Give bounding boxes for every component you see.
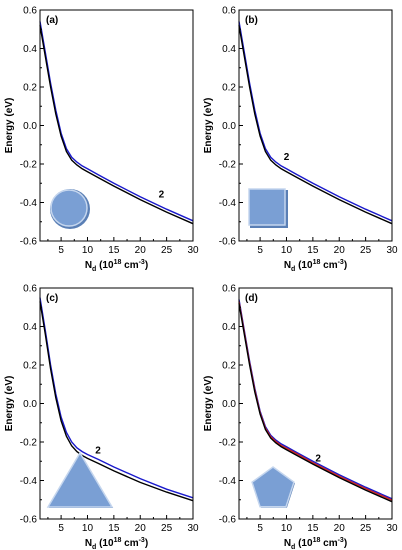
x-tick-label: 5 [257,245,263,256]
panel-label: (a) [46,15,58,26]
pentagon-shape-face [251,466,295,508]
triangle-shape-face [46,451,114,508]
series-line-1 [39,297,194,499]
series-line-3 [238,303,393,503]
x-axis-label: Nd (1018 cm-3) [284,537,347,550]
panel-label: (d) [245,293,258,304]
y-tick-label: 0.4 [23,322,37,333]
y-tick-label: -0.2 [20,160,38,171]
y-tick-label: 0.2 [222,83,236,94]
y-tick-label: 0.4 [23,44,37,55]
y-axis-label: Energy (eV) [4,376,15,432]
series-line-1 [39,21,194,222]
x-tick-label: 20 [334,523,346,534]
panel-1: 5 10 15 20 25 30 -0.6 -0.4 -0.2 0.0 0.2 0.4 0.6 Energ… [4,6,199,274]
x-tick-label: 10 [82,523,94,534]
panel-label: (c) [46,293,58,304]
series-line-2 [39,25,194,225]
x-tick-label: 5 [257,523,263,534]
x-axis-label: Nd (1018 cm-3) [85,537,148,550]
panel-label: (b) [245,15,258,26]
y-tick-label: 0.2 [23,361,37,372]
series-line-1 [238,21,393,222]
y-axis-label: Energy (eV) [203,376,214,432]
x-tick-label: 25 [161,245,173,256]
y-tick-label: 0.0 [23,121,37,132]
x-axis-label: Nd (1018 cm-3) [284,259,347,273]
y-tick-label: 0.0 [222,399,236,410]
y-tick-label: -0.2 [219,438,237,449]
x-tick-label: 15 [108,245,120,256]
y-tick-label: 0.0 [222,121,236,132]
y-tick-label: 0.2 [222,361,236,372]
y-tick-label: -0.6 [20,515,38,526]
square-shape-face [248,188,286,226]
x-tick-label: 10 [281,523,293,534]
y-tick-label: -0.6 [20,237,38,248]
x-tick-label: 5 [58,245,64,256]
y-tick-label: -0.2 [219,160,237,171]
panel-4: 5 10 15 20 25 30 -0.6 -0.4 -0.2 0.0 0.2 0.4 0.6 Energ… [203,284,398,550]
x-tick-label: 30 [187,523,199,534]
x-tick-label: 15 [307,523,319,534]
curve-label: 2 [315,453,321,464]
curve-label: 2 [284,152,290,163]
x-tick-label: 30 [386,523,398,534]
y-tick-label: 0.6 [23,284,37,295]
y-tick-label: -0.4 [20,476,38,487]
series-line-2 [238,301,393,501]
y-axis-label: Energy (eV) [203,98,214,154]
x-tick-label: 20 [135,523,147,534]
x-tick-label: 20 [135,245,147,256]
y-tick-label: -0.4 [219,198,237,209]
y-tick-label: 0.6 [222,6,236,17]
y-tick-label: 0.2 [23,83,37,94]
y-tick-label: 0.0 [23,399,37,410]
x-tick-label: 10 [281,245,293,256]
series-line-1 [238,299,393,500]
x-tick-label: 15 [307,245,319,256]
y-tick-label: -0.6 [219,237,237,248]
curve-label: 2 [159,190,165,201]
x-tick-label: 30 [386,245,398,256]
y-axis-label: Energy (eV) [4,98,15,154]
x-tick-label: 25 [360,245,372,256]
curve-label: 2 [95,446,101,457]
x-tick-label: 10 [82,245,94,256]
y-tick-label: 0.6 [222,284,236,295]
series-line-2 [238,25,393,225]
panel-2: 5 10 15 20 25 30 -0.6 -0.4 -0.2 0.0 0.2 0.4 0.6 Energ… [203,6,398,274]
panel-3: 5 10 15 20 25 30 -0.6 -0.4 -0.2 0.0 0.2 0.4 0.6 Energ… [4,284,199,550]
x-tick-label: 25 [360,523,372,534]
y-tick-label: 0.4 [222,322,236,333]
x-tick-label: 5 [58,523,64,534]
x-tick-label: 15 [108,523,120,534]
circle-shape-face [50,189,88,227]
x-tick-label: 25 [161,523,173,534]
y-tick-label: -0.4 [219,476,237,487]
y-tick-label: 0.4 [222,44,236,55]
x-tick-label: 20 [334,245,346,256]
x-tick-label: 30 [187,245,199,256]
y-tick-label: 0.6 [23,6,37,17]
series-line-2 [39,301,194,502]
y-tick-label: -0.4 [20,198,38,209]
y-tick-label: -0.6 [219,515,237,526]
x-axis-label: Nd (1018 cm-3) [85,259,148,273]
y-tick-label: -0.2 [20,438,38,449]
